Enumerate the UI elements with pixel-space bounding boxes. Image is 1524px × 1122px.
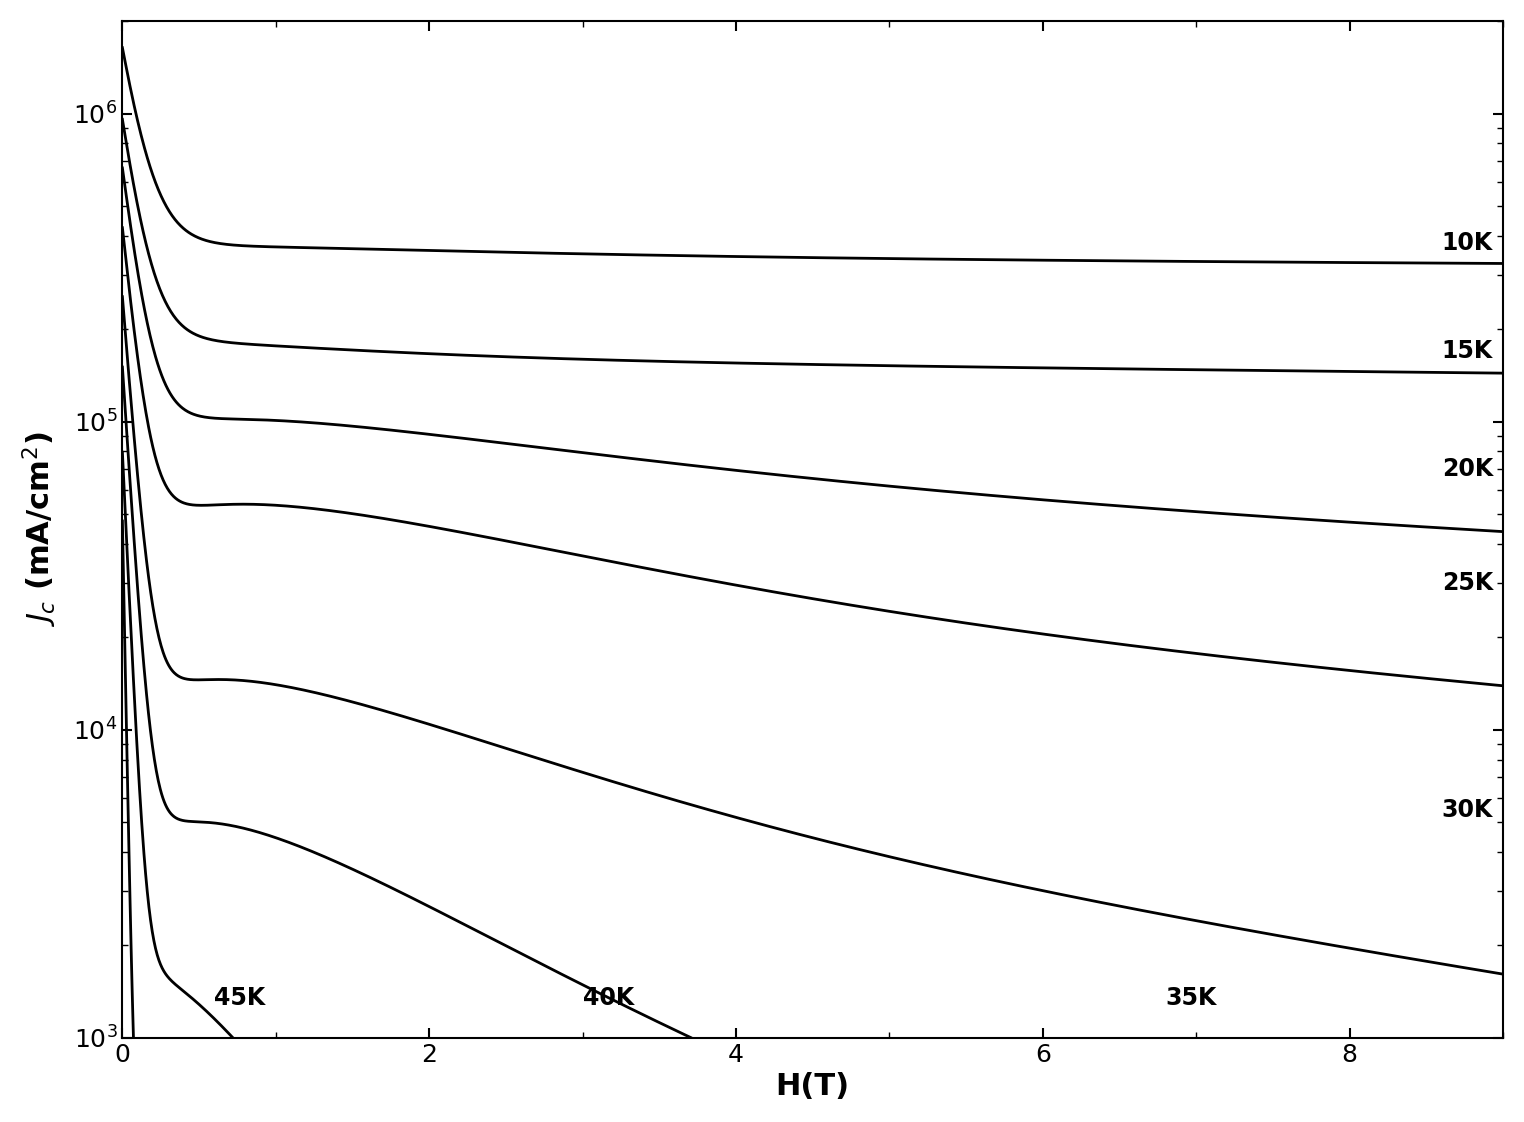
X-axis label: H(T): H(T) (776, 1073, 850, 1101)
Text: 25K: 25K (1442, 571, 1494, 595)
Text: 15K: 15K (1442, 339, 1494, 362)
Text: 30K: 30K (1442, 798, 1494, 821)
Text: 35K: 35K (1166, 985, 1218, 1010)
Text: 40K: 40K (582, 985, 634, 1010)
Y-axis label: $J_c$ (mA/cm$^2$): $J_c$ (mA/cm$^2$) (21, 432, 59, 627)
Text: 20K: 20K (1442, 458, 1494, 481)
Text: 45K: 45K (215, 985, 265, 1010)
Text: 10K: 10K (1442, 231, 1494, 255)
